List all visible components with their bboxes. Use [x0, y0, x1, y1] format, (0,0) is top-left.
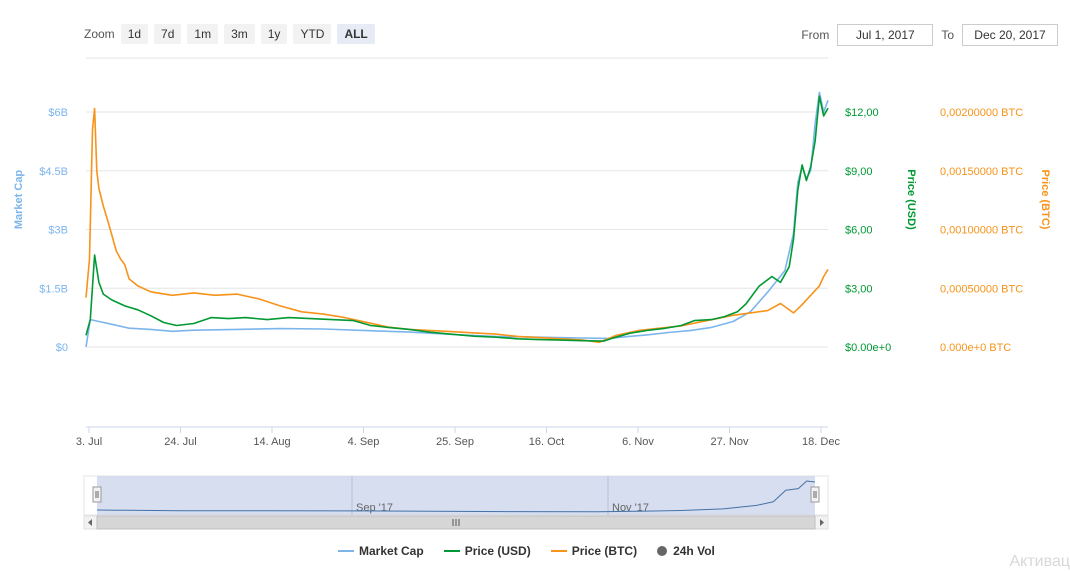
price-usd-axis-title: Price (USD): [905, 169, 917, 230]
market-cap-axis-title: Market Cap: [13, 170, 25, 230]
price-usd-line: [86, 96, 828, 341]
legend-price-btc-swatch: [551, 550, 567, 552]
legend-volume-dot: [657, 546, 667, 556]
navigator-handle: [93, 487, 101, 502]
legend-price-usd[interactable]: Price (USD): [444, 544, 531, 558]
market-cap-axis-tick-label: $1.5B: [39, 283, 68, 295]
price-usd-axis-tick-label: $12,00: [845, 107, 879, 119]
x-axis-tick-label: 16. Oct: [529, 436, 564, 448]
price-btc-axis-tick-label: 0,00200000 BTC: [940, 107, 1023, 119]
navigator-handle: [811, 487, 819, 502]
legend-volume[interactable]: 24h Vol: [657, 544, 715, 558]
x-axis-tick-label: 18. Dec: [802, 436, 840, 448]
legend: Market Cap Price (USD) Price (BTC) 24h V…: [338, 544, 735, 558]
legend-price-usd-swatch: [444, 550, 460, 552]
price-btc-axis-tick-label: 0.000e+0 BTC: [940, 342, 1011, 354]
series-layer: [86, 92, 828, 347]
navigator-label: Sep '17: [356, 502, 393, 514]
activation-watermark: Активац: [1010, 553, 1070, 571]
market-cap-axis: $0 $1.5B $3B $4.5B $6B Market Cap: [13, 107, 68, 354]
grid-lines: [86, 58, 828, 427]
price-usd-axis-tick-label: $0.00e+0: [845, 342, 891, 354]
price-btc-line: [86, 109, 828, 343]
legend-market-cap[interactable]: Market Cap: [338, 544, 424, 558]
legend-price-btc[interactable]: Price (BTC): [551, 544, 637, 558]
price-btc-axis-tick-label: 0,00100000 BTC: [940, 225, 1023, 237]
market-cap-axis-tick-label: $0: [56, 342, 68, 354]
x-axis-tick-label: 25. Sep: [436, 436, 474, 448]
legend-volume-label: 24h Vol: [673, 544, 715, 558]
price-btc-axis: 0.000e+0 BTC 0,00050000 BTC 0,00100000 BTC…: [940, 107, 1051, 354]
price-usd-axis-tick-label: $3,00: [845, 283, 873, 295]
price-usd-axis-tick-label: $9,00: [845, 166, 873, 178]
navigator[interactable]: Sep '17 Nov '17: [84, 476, 828, 529]
x-axis-tick-label: 3. Jul: [76, 436, 102, 448]
legend-market-cap-swatch: [338, 550, 354, 552]
x-axis-tick-label: 4. Sep: [348, 436, 380, 448]
price-btc-axis-title: Price (BTC): [1039, 170, 1051, 230]
legend-price-usd-label: Price (USD): [465, 544, 531, 558]
price-btc-axis-tick-label: 0,00150000 BTC: [940, 166, 1023, 178]
market-cap-axis-tick-label: $3B: [48, 225, 68, 237]
x-axis: 3. Jul 24. Jul 14. Aug 4. Sep 25. Sep 16. Oct…: [76, 427, 841, 448]
navigator-label: Nov '17: [612, 502, 649, 514]
market-cap-axis-tick-label: $4.5B: [39, 166, 68, 178]
x-axis-tick-label: 14. Aug: [253, 436, 290, 448]
price-btc-axis-tick-label: 0,00050000 BTC: [940, 283, 1023, 295]
legend-market-cap-label: Market Cap: [359, 544, 424, 558]
legend-price-btc-label: Price (BTC): [572, 544, 637, 558]
x-axis-tick-label: 27. Nov: [711, 436, 749, 448]
price-usd-axis: $0.00e+0 $3,00 $6,00 $9,00 $12,00 Price (USD): [845, 107, 917, 354]
market-cap-axis-tick-label: $6B: [48, 107, 68, 119]
x-axis-tick-label: 6. Nov: [622, 436, 654, 448]
market-cap-line: [86, 92, 828, 347]
price-usd-axis-tick-label: $6,00: [845, 225, 873, 237]
x-axis-tick-label: 24. Jul: [164, 436, 196, 448]
